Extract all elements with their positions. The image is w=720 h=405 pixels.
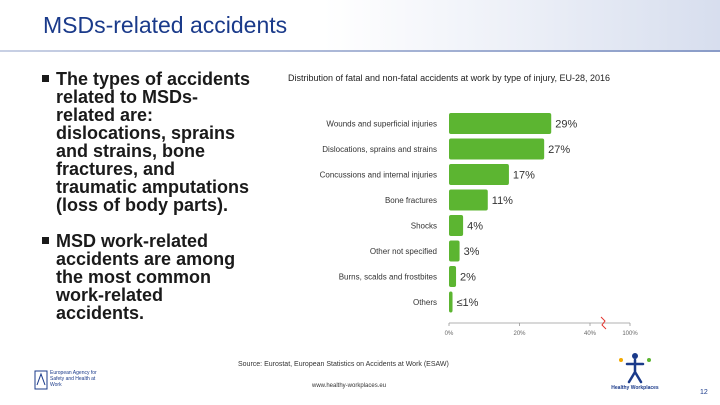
title-divider	[0, 50, 720, 52]
data-label: 27%	[548, 144, 570, 156]
bar	[449, 138, 545, 160]
x-tick-label: 40%	[584, 331, 597, 337]
bar	[449, 291, 453, 313]
healthy-workplaces-icon	[619, 353, 651, 384]
data-label: 29%	[555, 119, 577, 131]
bullet-item: MSD work-related accidents are among the…	[40, 232, 255, 322]
category-label: Wounds and superficial injuries	[326, 120, 437, 129]
category-label: Other not specified	[370, 247, 437, 256]
x-tick-label: 20%	[513, 331, 526, 337]
bullet-item: The types of accidents related to MSDs-r…	[40, 70, 255, 214]
category-label: Concussions and internal injuries	[320, 171, 437, 180]
data-label: 3%	[464, 246, 480, 258]
bullet-text: The types of accidents related to MSDs-r…	[56, 69, 251, 215]
bullet-list: The types of accidents related to MSDs-r…	[40, 70, 255, 340]
title-band	[0, 0, 720, 50]
data-label: 4%	[467, 221, 483, 233]
bar	[449, 215, 464, 236]
square-bullet-icon	[42, 75, 49, 82]
chart-title: Distribution of fatal and non-fatal acci…	[288, 73, 611, 83]
healthy-workplaces-logo: Healthy Workplaces	[605, 350, 665, 394]
bar	[449, 189, 488, 211]
category-label: Shocks	[411, 222, 437, 231]
square-bullet-icon	[42, 237, 49, 244]
agency-logo: European Agency for Safety and Health at…	[34, 368, 104, 396]
data-label: 17%	[513, 170, 535, 182]
agency-logo-icon	[34, 370, 48, 390]
bar	[449, 164, 509, 185]
category-label: Others	[413, 298, 437, 307]
healthy-workplaces-text: Healthy Workplaces	[611, 385, 659, 391]
bar	[449, 240, 460, 262]
data-label: 2%	[460, 272, 476, 284]
data-label: 11%	[492, 195, 513, 207]
bar	[449, 266, 457, 287]
category-label: Bone fractures	[385, 196, 437, 205]
x-tick-label: 0%	[445, 331, 454, 337]
agency-logo-text: European Agency for Safety and Health at…	[50, 370, 97, 388]
bar	[449, 113, 552, 134]
data-label: ≤1%	[457, 297, 479, 309]
chart-source: Source: Eurostat, European Statistics on…	[238, 361, 449, 368]
category-label: Dislocations, sprains and strains	[322, 145, 437, 154]
axis-break-mark	[600, 316, 607, 330]
site-url[interactable]: www.healthy-workplaces.eu	[312, 383, 387, 389]
bullet-text: MSD work-related accidents are among the…	[56, 231, 236, 323]
slide-title: MSDs-related accidents	[43, 12, 288, 38]
category-label: Burns, scalds and frostbites	[339, 273, 437, 282]
page-number: 12	[700, 389, 708, 396]
x-tick-label: 100%	[622, 331, 638, 337]
